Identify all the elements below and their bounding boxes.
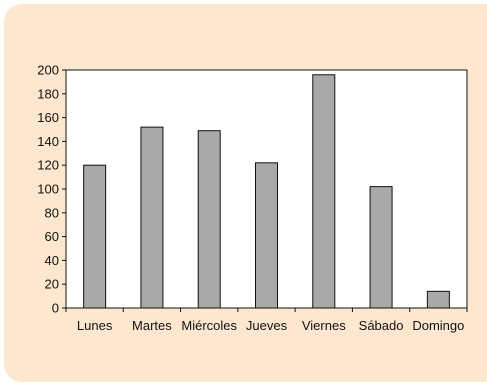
- y-tick-label: 40: [45, 253, 59, 268]
- bars-group: [83, 74, 450, 309]
- x-tick-label: Martes: [132, 318, 172, 333]
- y-tick-label: 140: [37, 134, 59, 149]
- bar: [312, 74, 336, 309]
- bar: [255, 162, 278, 309]
- y-tick-label: 120: [37, 158, 59, 173]
- y-axis: 0 20 40 60 80 100 120 140 160 180 200: [37, 63, 66, 316]
- y-tick-label: 200: [37, 63, 59, 78]
- x-tick-label: Jueves: [246, 318, 288, 333]
- bar: [369, 186, 393, 309]
- y-tick-label: 80: [45, 205, 59, 220]
- y-tick-label: 60: [45, 229, 59, 244]
- x-axis: Lunes Martes Miércoles Jueves Viernes Sábado D…: [65, 308, 468, 333]
- x-tick-label: Domingo: [412, 318, 464, 333]
- y-tick-label: 100: [37, 182, 59, 197]
- x-tick-label: Miércoles: [181, 318, 237, 333]
- x-tick-label: Sábado: [359, 318, 404, 333]
- x-tick-label: Lunes: [77, 318, 113, 333]
- y-tick-label: 20: [45, 277, 59, 292]
- y-tick-label: 180: [37, 86, 59, 101]
- bar: [426, 290, 450, 309]
- bar: [83, 164, 107, 309]
- y-tick-label: 0: [52, 301, 59, 316]
- y-tick-label: 160: [37, 110, 59, 125]
- bar: [197, 130, 221, 309]
- bar: [140, 126, 164, 309]
- x-tick-label: Viernes: [302, 318, 346, 333]
